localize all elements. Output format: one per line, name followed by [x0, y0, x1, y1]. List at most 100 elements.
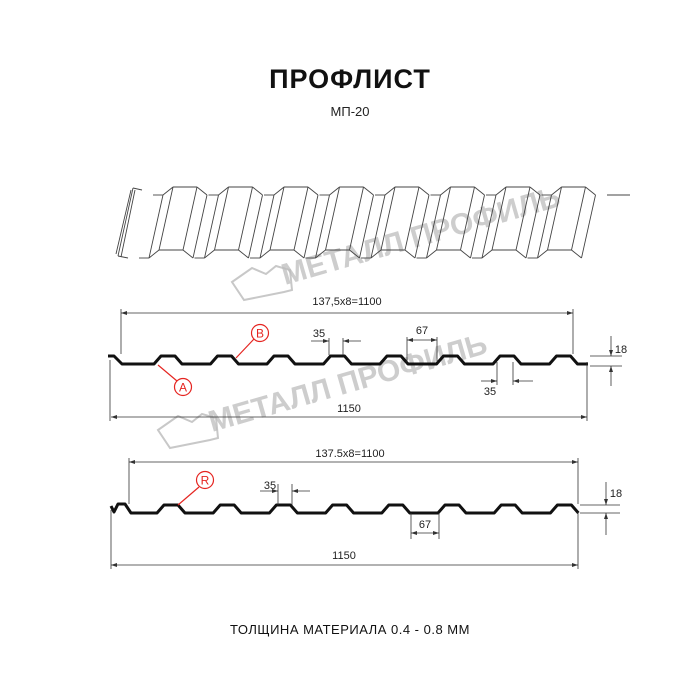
- sheet-edge-line: [363, 186, 374, 196]
- marker-r: R: [177, 470, 215, 506]
- sheet-edge-line: [470, 194, 485, 259]
- profile-1-dimensions: [109, 309, 622, 421]
- sheet-edge-line: [460, 249, 471, 259]
- sheet-edge-line: [315, 249, 326, 259]
- profile-1-top-label: 35: [313, 328, 325, 340]
- sheet-edge-line: [182, 249, 194, 259]
- sheet-edge-line: [349, 249, 360, 259]
- sheet-edge-line: [495, 186, 507, 196]
- sheet-edge-line: [248, 194, 263, 259]
- profile-1-width-label: 1150: [337, 403, 361, 415]
- sheet-edge-line: [349, 186, 364, 251]
- profile-1-pitch-label: 137,5х8=1100: [312, 296, 381, 308]
- watermark-middle: МЕТАЛЛ ПРОФИЛЬ: [156, 328, 491, 450]
- profile-2: 137.5x8=1100 1150 35 67 18 R: [109, 448, 622, 569]
- sheet-edge-line: [359, 194, 374, 259]
- material-thickness-note: ТОЛЩИНА МАТЕРИАЛА 0.4 - 0.8 ММ: [230, 622, 470, 637]
- page-subtitle: МП-20: [331, 104, 370, 119]
- sheet-edge-line: [218, 186, 229, 196]
- sheet-edge-line: [307, 186, 319, 196]
- sheet-edge-line: [440, 186, 451, 196]
- sheet-edge-line: [481, 249, 493, 259]
- sheet-edge-line: [269, 186, 285, 251]
- sheet-edge-line: [204, 249, 215, 259]
- sheet-edge-line: [196, 186, 208, 196]
- sheet-edge-line: [238, 186, 253, 251]
- marker-b: B: [235, 323, 270, 359]
- profile-2-pitch-label: 137.5x8=1100: [315, 448, 384, 460]
- sheet-edge-line: [571, 249, 582, 259]
- sheet-edge-line: [460, 186, 475, 251]
- sheet-edge-line: [204, 194, 219, 259]
- sheet-edge-line: [404, 186, 420, 251]
- profile-2-dimensions: [110, 458, 620, 569]
- sheet-edge-line: [192, 194, 208, 259]
- sheet-edge-line: [293, 249, 305, 259]
- sheet-edge-line: [252, 186, 263, 196]
- sheet-3d-view: [115, 186, 630, 259]
- sheet-edge-line: [380, 186, 396, 251]
- page-title: ПРОФЛИСТ: [269, 64, 431, 94]
- sheet-edge-line: [481, 194, 497, 259]
- sheet-edge-line: [436, 186, 451, 251]
- sheet-edge-line: [115, 189, 132, 255]
- sheet-edge-line: [418, 186, 430, 196]
- sheet-edge-line: [259, 249, 271, 259]
- sheet-edge-line: [547, 186, 562, 251]
- sheet-edge-line: [132, 187, 143, 191]
- sheet-edge-line: [426, 194, 441, 259]
- sheet-edge-line: [515, 249, 527, 259]
- svg-text:B: B: [256, 327, 264, 341]
- profile-1-height-label: 18: [615, 344, 627, 356]
- sheet-edge-line: [214, 186, 229, 251]
- watermark-text: МЕТАЛЛ ПРОФИЛЬ: [205, 328, 491, 439]
- sheet-edge-line: [162, 186, 174, 196]
- sheet-edge-line: [571, 186, 586, 251]
- profile-2-bottom-label: 67: [419, 519, 431, 531]
- profile-2-width-label: 1150: [332, 550, 356, 562]
- profile-2-top-label: 35: [264, 480, 276, 492]
- sheet-edge-line: [315, 194, 330, 259]
- sheet-edge-line: [384, 186, 396, 196]
- sheet-edge-line: [370, 249, 382, 259]
- sheet-edge-line: [182, 186, 198, 251]
- svg-text:R: R: [201, 474, 210, 488]
- sheet-edge-line: [581, 194, 596, 259]
- sheet-edge-line: [537, 249, 548, 259]
- sheet-edge-line: [474, 186, 485, 196]
- sheet-edge-line: [529, 186, 541, 196]
- sheet-edge-line: [426, 249, 437, 259]
- sheet-edge-line: [525, 194, 541, 259]
- profile-2-outline: [109, 502, 580, 515]
- sheet-edge-line: [259, 194, 275, 259]
- profile-2-height-label: 18: [610, 488, 622, 500]
- sheet-edge-line: [238, 249, 249, 259]
- sheet-edge-line: [329, 186, 340, 196]
- sheet-edge-line: [491, 186, 507, 251]
- sheet-edge-line: [158, 186, 174, 251]
- sheet-edge-line: [148, 249, 160, 259]
- sheet-edge-line: [117, 255, 129, 259]
- sheet-edge-line: [537, 194, 552, 259]
- sheet-edge-line: [117, 187, 134, 257]
- profile-1-outline: [108, 354, 588, 366]
- sheet-edge-line: [404, 249, 416, 259]
- profile-1-arrowheads: [111, 311, 613, 419]
- profile-2-arrowheads: [111, 460, 608, 567]
- sheet-edge-line: [551, 186, 562, 196]
- sheet-edge-line: [120, 189, 136, 258]
- sheet-edge-line: [414, 194, 430, 259]
- profile-1-bottom-top-label: 35: [484, 386, 496, 398]
- sheet-edge-line: [325, 186, 340, 251]
- sheet-edge-line: [585, 186, 596, 196]
- sheet-edge-line: [515, 186, 531, 251]
- profile-1: 137,5х8=1100 1150 35 67 35 18 B A: [108, 296, 627, 421]
- sheet-edge-line: [370, 194, 386, 259]
- sheet-edge-line: [148, 194, 164, 259]
- profile-1-bottom-label: 67: [416, 325, 428, 337]
- sheet-edge-line: [293, 186, 309, 251]
- sheet-edge-line: [303, 194, 319, 259]
- marker-a: A: [157, 364, 193, 397]
- sheet-edge-line: [273, 186, 285, 196]
